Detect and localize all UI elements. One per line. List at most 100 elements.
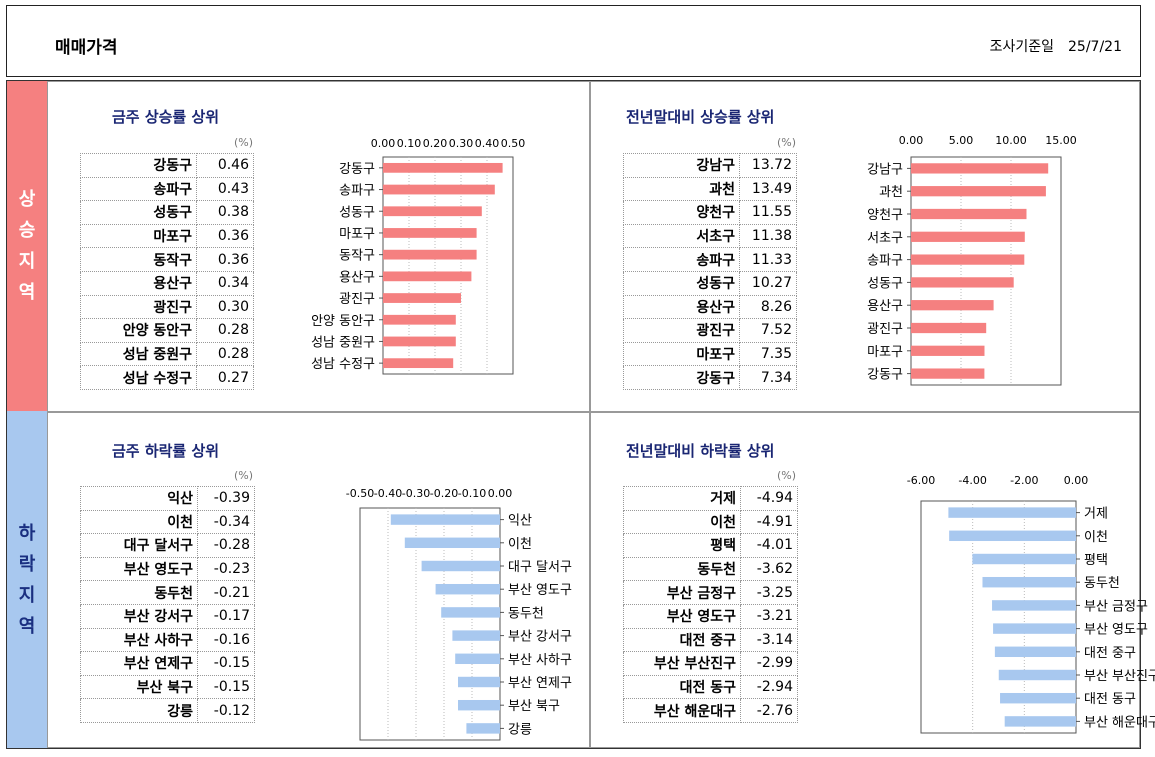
change-rate: 0.43 (196, 176, 254, 202)
change-rate: -0.34 (197, 509, 255, 535)
table-row: 성동구 0.38 (80, 200, 254, 225)
change-rate: 7.35 (739, 341, 797, 367)
region-name: 용산구 (623, 294, 740, 320)
bar (390, 514, 500, 525)
change-rate: 7.34 (739, 365, 797, 390)
bar (998, 669, 1076, 681)
table-row: 서초구 11.38 (623, 223, 797, 249)
tick-label: 0.00 (1064, 474, 1089, 487)
region-name: 부산 북구 (80, 674, 198, 700)
bar (435, 583, 500, 595)
category-label: 마포구 (867, 345, 903, 360)
region-name: 강동구 (80, 153, 197, 178)
bar (1004, 716, 1076, 727)
table-row: 성남 수정구 0.27 (80, 365, 254, 390)
table-row: 부산 사하구 -0.16 (80, 627, 255, 653)
region-name: 대구 달서구 (80, 533, 198, 558)
category-label: 성동구 (339, 205, 375, 220)
bar (466, 723, 500, 734)
table-row: 부산 부산진구 -2.99 (623, 651, 798, 676)
table-row: 익산 -0.39 (80, 486, 255, 511)
region-name: 부산 영도구 (80, 556, 198, 582)
category-label: 동작구 (339, 249, 375, 264)
bar (992, 600, 1076, 611)
table-row: 강남구 13.72 (623, 153, 797, 178)
survey-date-label: 조사기준일 (989, 39, 1055, 55)
change-rate: 13.72 (739, 153, 797, 178)
category-label: 부산 부산진구 (1084, 669, 1155, 684)
region-name: 평택 (623, 533, 741, 558)
tick-label: 0.00 (488, 487, 513, 500)
region-name: 성남 수정구 (80, 365, 197, 390)
category-label: 부산 금정구 (1084, 599, 1148, 614)
table-row: 마포구 0.36 (80, 223, 254, 249)
bar (458, 699, 500, 711)
table-row: 부산 영도구 -3.21 (623, 603, 798, 629)
fall-region-char: 하 (18, 522, 36, 544)
bar (383, 228, 477, 238)
change-rate: -0.15 (197, 674, 255, 700)
bar (949, 530, 1076, 542)
bar (1000, 692, 1076, 704)
rise-region-char: 역 (18, 282, 36, 303)
change-rate: -0.23 (197, 556, 255, 582)
tick-label: -4.00 (958, 474, 986, 487)
tick-label: -0.20 (430, 487, 458, 500)
bar (911, 277, 1014, 288)
panel-ytd-rise: 전년말대비 상승률 상위 (%) 강남구 13.72 과천 13.49 양천구 11.55… (590, 81, 1140, 412)
fall-region-label: 하 락 지 역 (7, 411, 47, 748)
report-header: 매매가격 조사기준일 25/7/21 (6, 5, 1141, 77)
category-label: 익산 (508, 514, 532, 529)
change-rate: 0.28 (196, 318, 254, 343)
panel-title: 금주 상승률 상위 (112, 108, 220, 126)
region-name: 익산 (80, 486, 198, 511)
tick-label: 0.30 (449, 137, 474, 150)
tick-label: -0.30 (402, 487, 430, 500)
bar-chart: 0.00 5.00 10.00 15.00 강남구과천양천구서초구송파구성동구용산구광진… (867, 134, 1077, 386)
region-name: 부산 강서구 (80, 603, 198, 629)
tick-label: 0.20 (423, 137, 448, 150)
bar (383, 336, 456, 347)
category-label: 양천구 (867, 208, 903, 223)
bar (911, 368, 985, 379)
fall-region-char: 락 (18, 553, 36, 575)
panel-title: 전년말대비 하락률 상위 (626, 442, 775, 460)
unit-label: (%) (234, 469, 254, 482)
table-row: 강동구 0.46 (80, 153, 254, 178)
region-name: 성남 중원구 (80, 341, 197, 367)
table-row: 동두천 -3.62 (623, 556, 798, 582)
table-row: 대구 달서구 -0.28 (80, 533, 255, 558)
category-label: 평택 (1084, 553, 1108, 568)
tick-label: -6.00 (907, 474, 935, 487)
region-name: 이천 (80, 509, 198, 535)
region-name: 부산 연제구 (80, 651, 198, 676)
category-label: 부산 연제구 (508, 676, 572, 691)
change-rate: 8.26 (739, 294, 797, 320)
table-row: 성동구 10.27 (623, 270, 797, 296)
bar (911, 231, 1025, 242)
table-row: 송파구 0.43 (80, 176, 254, 202)
region-name: 양천구 (623, 200, 740, 225)
category-label: 강릉 (508, 722, 532, 737)
tick-label: 0.40 (475, 137, 500, 150)
region-name: 송파구 (623, 247, 740, 272)
bar (383, 314, 456, 325)
region-name: 용산구 (80, 270, 197, 296)
table-row: 성남 중원구 0.28 (80, 341, 254, 367)
bar (982, 576, 1076, 588)
category-label: 대전 중구 (1084, 646, 1136, 661)
region-name: 송파구 (80, 176, 197, 202)
category-label: 대전 동구 (1084, 692, 1136, 707)
table-row: 강릉 -0.12 (80, 698, 255, 723)
bar (911, 208, 1027, 220)
table-row: 마포구 7.35 (623, 341, 797, 367)
rank-table: 익산 -0.39 이천 -0.34 대구 달서구 -0.28 부산 영도구 -0.23 동두천 -… (80, 486, 255, 723)
price-grid: 상 승 지 역 하 락 지 역 금주 상승률 상위 (%) 강동구 0.46 송파구… (6, 80, 1155, 749)
rise-region-label: 상 승 지 역 (7, 81, 47, 411)
region-name: 동두천 (80, 580, 198, 605)
table-row: 용산구 8.26 (623, 294, 797, 320)
category-label: 성남 중원구 (311, 335, 375, 350)
bar (404, 537, 500, 549)
region-name: 강동구 (623, 365, 740, 390)
change-rate: -4.94 (740, 486, 798, 511)
